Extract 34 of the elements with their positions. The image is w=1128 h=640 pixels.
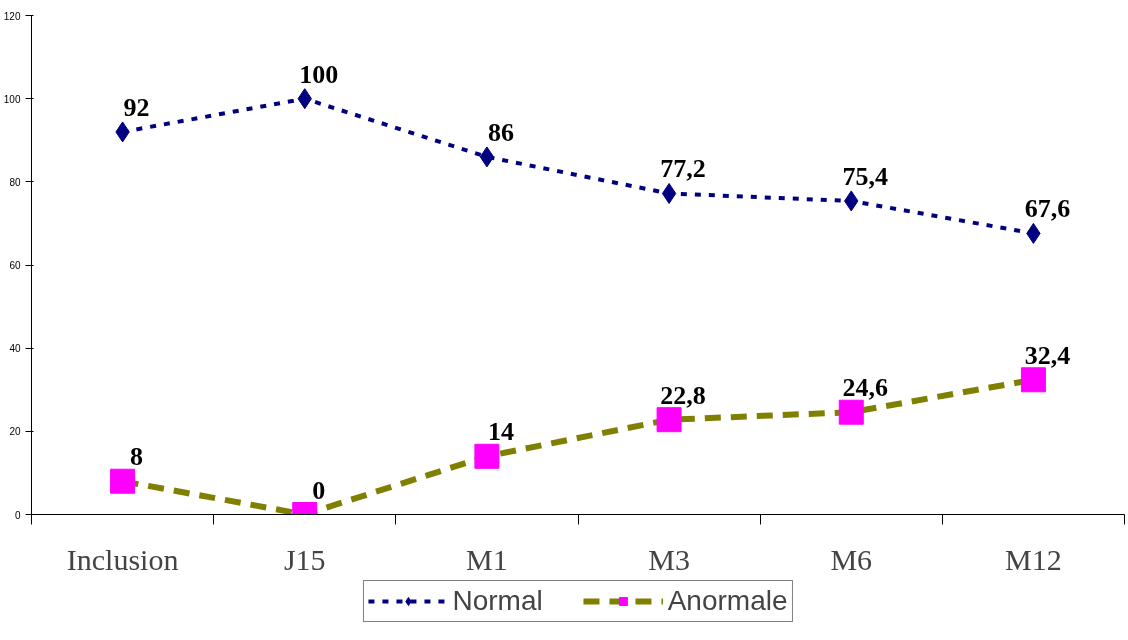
- x-tick-label: Inclusion: [66, 542, 179, 576]
- point: [656, 407, 682, 433]
- point: [1020, 367, 1046, 393]
- y-tick-label: 20: [9, 426, 21, 438]
- x-tick-label: M6: [830, 542, 873, 576]
- point: [661, 182, 677, 204]
- text: 22,8: [660, 380, 706, 410]
- y-tick-label: 60: [9, 260, 21, 271]
- x-tick-label: J15: [283, 542, 326, 576]
- text: 24,6: [842, 373, 888, 403]
- text: 32,4: [1024, 340, 1071, 370]
- text: 0: [312, 475, 326, 505]
- text: 86: [487, 117, 514, 147]
- point: [838, 399, 864, 425]
- text: 100: [299, 59, 339, 89]
- point: [110, 468, 136, 494]
- legend-label: Normal: [452, 585, 543, 617]
- text: 67,6: [1024, 194, 1071, 224]
- legend-label: Anormale: [667, 585, 788, 617]
- x-tick-label: M1: [466, 542, 508, 576]
- text: 8: [130, 442, 144, 472]
- text: 14: [487, 417, 514, 447]
- y-tick-label: 80: [9, 176, 21, 188]
- text: 75,4: [842, 161, 888, 191]
- x-tick-label: M3: [648, 542, 690, 576]
- text: 77,2: [660, 154, 706, 184]
- x-tick-label: M12: [1005, 542, 1062, 576]
- y-tick-label: 100: [3, 93, 21, 105]
- y-tick-label: 0: [14, 509, 21, 521]
- y-tick-label: 40: [9, 343, 21, 355]
- y-tick-label: 120: [3, 10, 21, 22]
- text: 92: [123, 92, 150, 122]
- point: [474, 443, 500, 469]
- point: [479, 146, 495, 168]
